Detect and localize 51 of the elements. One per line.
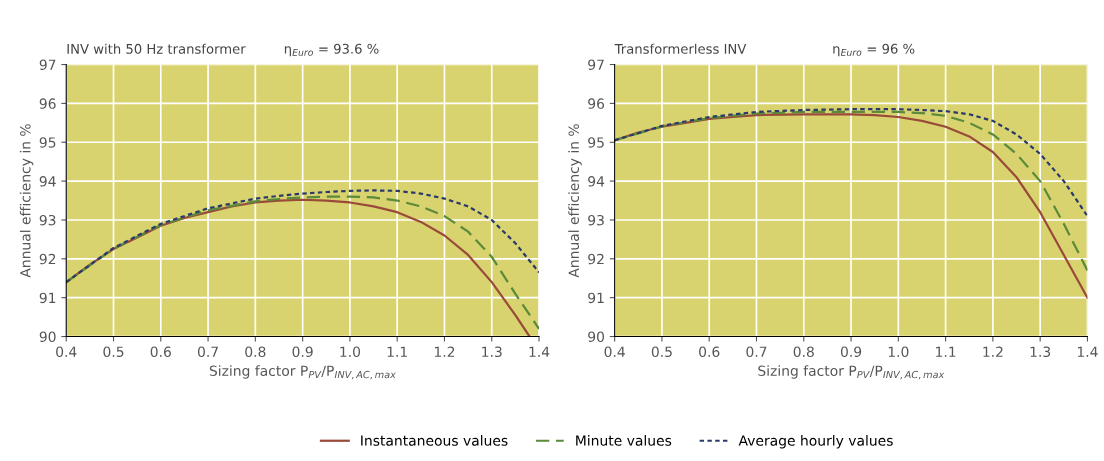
y-tick-label: 96 bbox=[39, 98, 56, 109]
x-tick-label: 0.7 bbox=[746, 346, 767, 357]
y-tick-label: 94 bbox=[39, 176, 56, 187]
y-tick-label: 93 bbox=[588, 214, 604, 226]
x-tick-label: 1.4 bbox=[529, 346, 550, 357]
y-tick-label: 97 bbox=[588, 59, 604, 71]
x-tick-label: 0.4 bbox=[604, 346, 625, 357]
x-axis-title: Sizing factor P$_{PV}$/P$_{INV,AC,max}$ bbox=[758, 365, 945, 380]
y-tick-label: 95 bbox=[39, 137, 56, 148]
y-tick-label: 97 bbox=[39, 59, 56, 71]
chart-subtitle: η$_{Euro}$ = 96 % bbox=[833, 43, 915, 57]
x-tick-label: 0.9 bbox=[840, 346, 862, 357]
x-tick-label: 1.2 bbox=[983, 346, 1003, 357]
x-tick-label: 0.8 bbox=[793, 346, 814, 357]
x-tick-label: 0.6 bbox=[699, 346, 720, 357]
y-tick-label: 91 bbox=[39, 292, 56, 304]
x-tick-label: 0.6 bbox=[150, 346, 171, 357]
x-tick-label: 0.9 bbox=[292, 346, 313, 357]
x-tick-label: 1.2 bbox=[434, 346, 455, 357]
chart-title: INV with 50 Hz transformer bbox=[67, 43, 246, 54]
chart-subtitle: η$_{Euro}$ = 93.6 % bbox=[284, 43, 379, 57]
x-tick-label: 0.5 bbox=[103, 346, 124, 357]
line-series bbox=[614, 108, 1088, 218]
x-tick-label: 1.3 bbox=[1030, 346, 1051, 357]
chart-title: Transformerless INV bbox=[614, 43, 747, 54]
x-tick-label: 0.4 bbox=[56, 346, 77, 357]
y-tick-label: 93 bbox=[39, 214, 56, 226]
x-tick-label: 1.1 bbox=[387, 346, 407, 357]
x-tick-label: 1.3 bbox=[482, 346, 502, 357]
x-tick-label: 0.8 bbox=[245, 346, 266, 357]
x-tick-label: 0.7 bbox=[197, 346, 218, 357]
x-tick-label: 0.5 bbox=[651, 346, 672, 357]
x-tick-label: 1.4 bbox=[1077, 346, 1098, 357]
y-axis-title: Annual efficiency in % bbox=[568, 124, 582, 278]
legend-label: Average hourly values bbox=[738, 435, 893, 449]
y-tick-label: 91 bbox=[588, 292, 604, 304]
y-tick-label: 94 bbox=[588, 176, 605, 187]
x-tick-label: 1.0 bbox=[888, 346, 909, 357]
x-tick-label: 1.0 bbox=[340, 346, 361, 357]
y-tick-label: 90 bbox=[39, 331, 56, 342]
y-tick-label: 95 bbox=[588, 137, 604, 148]
y-tick-label: 90 bbox=[588, 331, 605, 342]
y-axis-title: Annual efficiency in % bbox=[19, 124, 34, 278]
line-series bbox=[66, 189, 540, 284]
legend-label: Minute values bbox=[576, 435, 672, 446]
y-tick-label: 96 bbox=[588, 98, 605, 109]
x-tick-label: 1.1 bbox=[936, 346, 956, 357]
legend-label: Instantaneous values bbox=[361, 435, 508, 446]
x-axis-title: Sizing factor P$_{PV}$/P$_{INV,AC,max}$ bbox=[209, 365, 396, 380]
y-tick-label: 92 bbox=[588, 253, 604, 265]
y-tick-label: 92 bbox=[39, 253, 56, 265]
